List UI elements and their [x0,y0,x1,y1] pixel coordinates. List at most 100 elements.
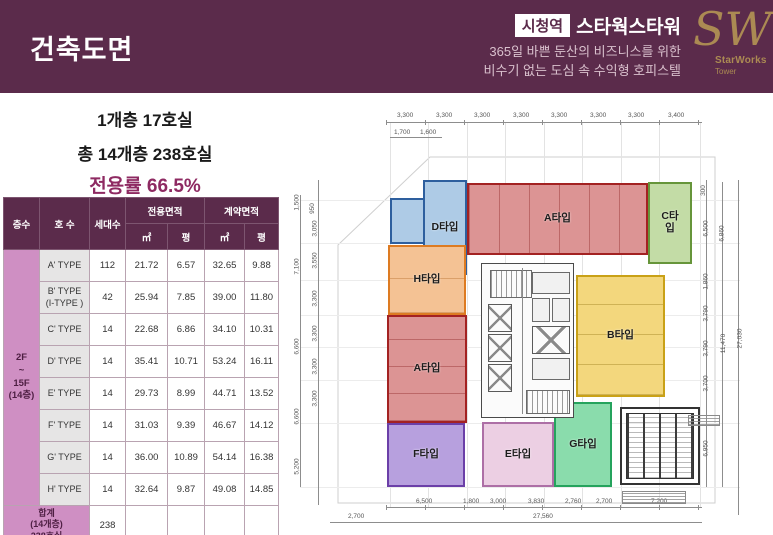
building-core [481,263,574,418]
dim-label: 3,300 [311,390,319,407]
dim-label: 6,500 [702,220,710,237]
dim-label: 6,600 [293,338,301,355]
cell [244,505,279,535]
dim-label: 3,550 [311,252,319,269]
unit-type: D' TYPE [39,345,90,378]
annotation-box [622,491,686,504]
gridline [300,487,740,488]
unit-type: G' TYPE [39,441,90,474]
core-room [532,298,550,322]
cell: 9.87 [167,473,205,506]
dim-label: 950 [308,203,316,214]
cell: 22.68 [125,313,168,346]
dim-line-left-outer [300,195,301,487]
dim-label: 6,860 [718,225,726,242]
dim-label: 3,300 [436,112,453,119]
table-row: G' TYPE 14 36.00 10.89 54.14 16.38 [4,441,279,474]
cell: 31.03 [125,409,168,442]
floor-plan: 3,300 3,300 3,300 3,300 3,300 3,300 3,30… [290,95,773,535]
header-bar: 건축도면 시청역 스타웍스타워 365일 바쁜 둔산의 비즈니스를 위한 비수기 … [0,0,773,93]
dim-label: 3,830 [528,498,545,505]
table-row: E' TYPE 14 29.73 8.99 44.71 13.52 [4,377,279,410]
dim-label: 3,300 [311,325,319,342]
cell: 44.71 [204,377,245,410]
zone-e-type: E타입 [482,422,554,487]
louver-hatch [626,413,694,479]
project-name: 스타웍스타워 [576,17,681,38]
cell: 39.00 [204,281,245,314]
col-header-pyeong: 평 [244,223,279,250]
cell: 21.72 [125,249,168,282]
cell: 14 [89,473,126,506]
zone-label: G타입 [569,437,597,450]
dim-label: 27,560 [533,513,553,520]
tagline-1: 365일 바쁜 둔산의 비즈니스를 위한 [489,44,681,59]
exclusive-ratio: 전용률 66.5% [86,176,204,200]
dim-label: 3,400 [668,112,685,119]
tagline-2: 비수기 없는 도심 속 수익형 호피스텔 [483,62,681,78]
dim-ticks [386,505,702,510]
cell: 32.64 [125,473,168,506]
dim-label: 300 [699,185,707,196]
col-header-households: 세대수 [89,197,126,250]
dim-label: 3,300 [474,112,491,119]
summary-line-1: 1개층 17호실 [97,111,193,130]
table-row: F' TYPE 14 31.03 9.39 46.67 14.12 [4,409,279,442]
cell: 42 [89,281,126,314]
dim-label: 3,300 [397,112,414,119]
table-row: H' TYPE 14 32.64 9.87 49.08 14.85 [4,473,279,506]
col-header-contract: 계약면적 [204,197,279,224]
station-badge: 시청역 [514,14,571,37]
cell: 6.57 [167,249,205,282]
cell: 35.41 [125,345,168,378]
dim-line-top-sub [390,137,442,138]
cell: 14 [89,377,126,410]
zone-label: E타입 [504,447,532,460]
cell: 54.14 [204,441,245,474]
cell: 29.73 [125,377,168,410]
logo-name: StarWorks [715,55,767,66]
dim-label: 2,760 [565,498,582,505]
col-header-sqm: ㎡ [125,223,168,250]
zone-label: C타입 [661,210,679,234]
elevator [488,304,512,332]
zone-d-type-wing [390,198,428,244]
cell: 34.10 [204,313,245,346]
dim-label: 1,500 [293,194,301,211]
cell: 14.12 [244,409,279,442]
cell: 53.24 [204,345,245,378]
cell: 10.89 [167,441,205,474]
starworks-logo: SW StarWorks Tower [685,6,772,90]
unit-type: C' TYPE [39,313,90,346]
zone-c-type: C타입 [648,182,692,264]
elevator [532,326,570,354]
elevator [488,334,512,362]
cell [167,505,205,535]
dim-label: 3,790 [702,340,710,357]
unit-type: B' TYPE (I-TYPE ) [39,281,90,314]
total-label: 합계 (14개층) 238호실 [3,505,90,535]
dim-label: 6,950 [702,440,710,457]
zone-label: D타입 [431,220,459,233]
cell: 16.11 [244,345,279,378]
project-title-line: 시청역 스타웍스타워 [484,12,681,39]
header-right: 시청역 스타웍스타워 365일 바쁜 둔산의 비즈니스를 위한 비수기 없는 도심… [484,12,681,81]
dim-label: 3,300 [628,112,645,119]
logo-sub: Tower [715,67,737,76]
annotation-box [688,415,720,426]
cell: 9.88 [244,249,279,282]
dim-label: 3,050 [311,220,319,237]
cell: 11.80 [244,281,279,314]
dim-label: 7,100 [293,258,301,275]
dim-line-right-outer [738,180,739,515]
col-header-exclusive: 전용면적 [125,197,205,224]
unit-type: H' TYPE [39,473,90,506]
unit-area-table: 층수 호 수 세대수 전용면적 계약면적 ㎡ 평 ㎡ 평 2F ~ 15F (1… [3,197,279,535]
dim-label: 6,500 [416,498,433,505]
cell: 9.39 [167,409,205,442]
col-header-pyeong: 평 [167,223,205,250]
zone-label: A타입 [544,212,571,225]
dim-label: 3,700 [702,375,710,392]
zone-h-type: H타입 [388,245,466,315]
cell: 10.31 [244,313,279,346]
